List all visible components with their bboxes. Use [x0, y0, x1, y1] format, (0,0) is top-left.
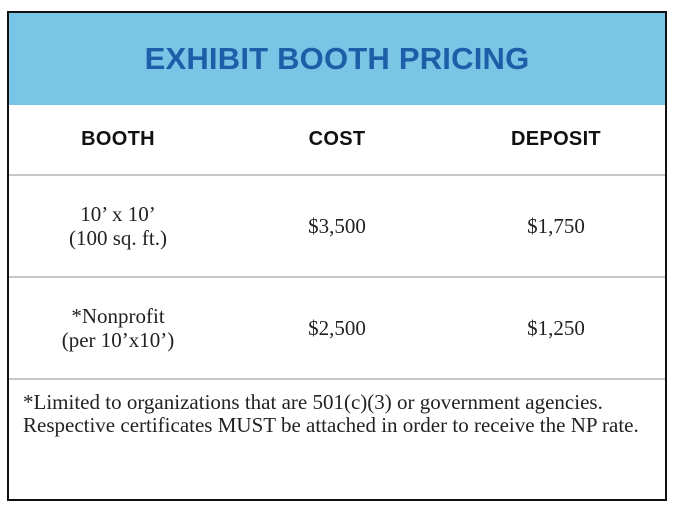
table-row-standard: 10’ x 10’ (100 sq. ft.) $3,500 $1,750 — [9, 176, 665, 276]
footnote: *Limited to organizations that are 501(c… — [23, 390, 639, 437]
booth-type: *Nonprofit — [71, 304, 165, 328]
deposit-value: $1,750 — [527, 214, 585, 238]
booth-area: (100 sq. ft.) — [69, 226, 167, 250]
table-row-nonprofit: *Nonprofit (per 10’x10’) $2,500 $1,250 — [9, 278, 665, 378]
column-header-cost: COST — [308, 128, 366, 150]
cost-value: $3,500 — [308, 214, 366, 238]
booth-size: 10’ x 10’ — [80, 202, 156, 226]
row-divider — [9, 276, 665, 278]
cost-value: $2,500 — [308, 316, 366, 340]
cost-cell: $3,500 — [227, 214, 447, 238]
table-header-banner: EXHIBIT BOOTH PRICING — [9, 13, 665, 105]
page-title: EXHIBIT BOOTH PRICING — [144, 41, 530, 76]
deposit-value: $1,250 — [527, 316, 585, 340]
column-headers: BOOTH COST DEPOSIT — [9, 105, 665, 174]
column-header-booth: BOOTH — [81, 128, 155, 150]
row-divider — [9, 174, 665, 176]
deposit-cell: $1,250 — [447, 316, 665, 340]
row-divider — [9, 378, 665, 380]
booth-size: (per 10’x10’) — [61, 328, 175, 352]
booth-cell: 10’ x 10’ (100 sq. ft.) — [9, 202, 227, 250]
pricing-table: EXHIBIT BOOTH PRICING BOOTH COST DEPOSIT… — [7, 11, 667, 501]
cost-cell: $2,500 — [227, 316, 447, 340]
column-header-deposit: DEPOSIT — [511, 128, 601, 150]
booth-cell: *Nonprofit (per 10’x10’) — [9, 304, 227, 352]
deposit-cell: $1,750 — [447, 214, 665, 238]
